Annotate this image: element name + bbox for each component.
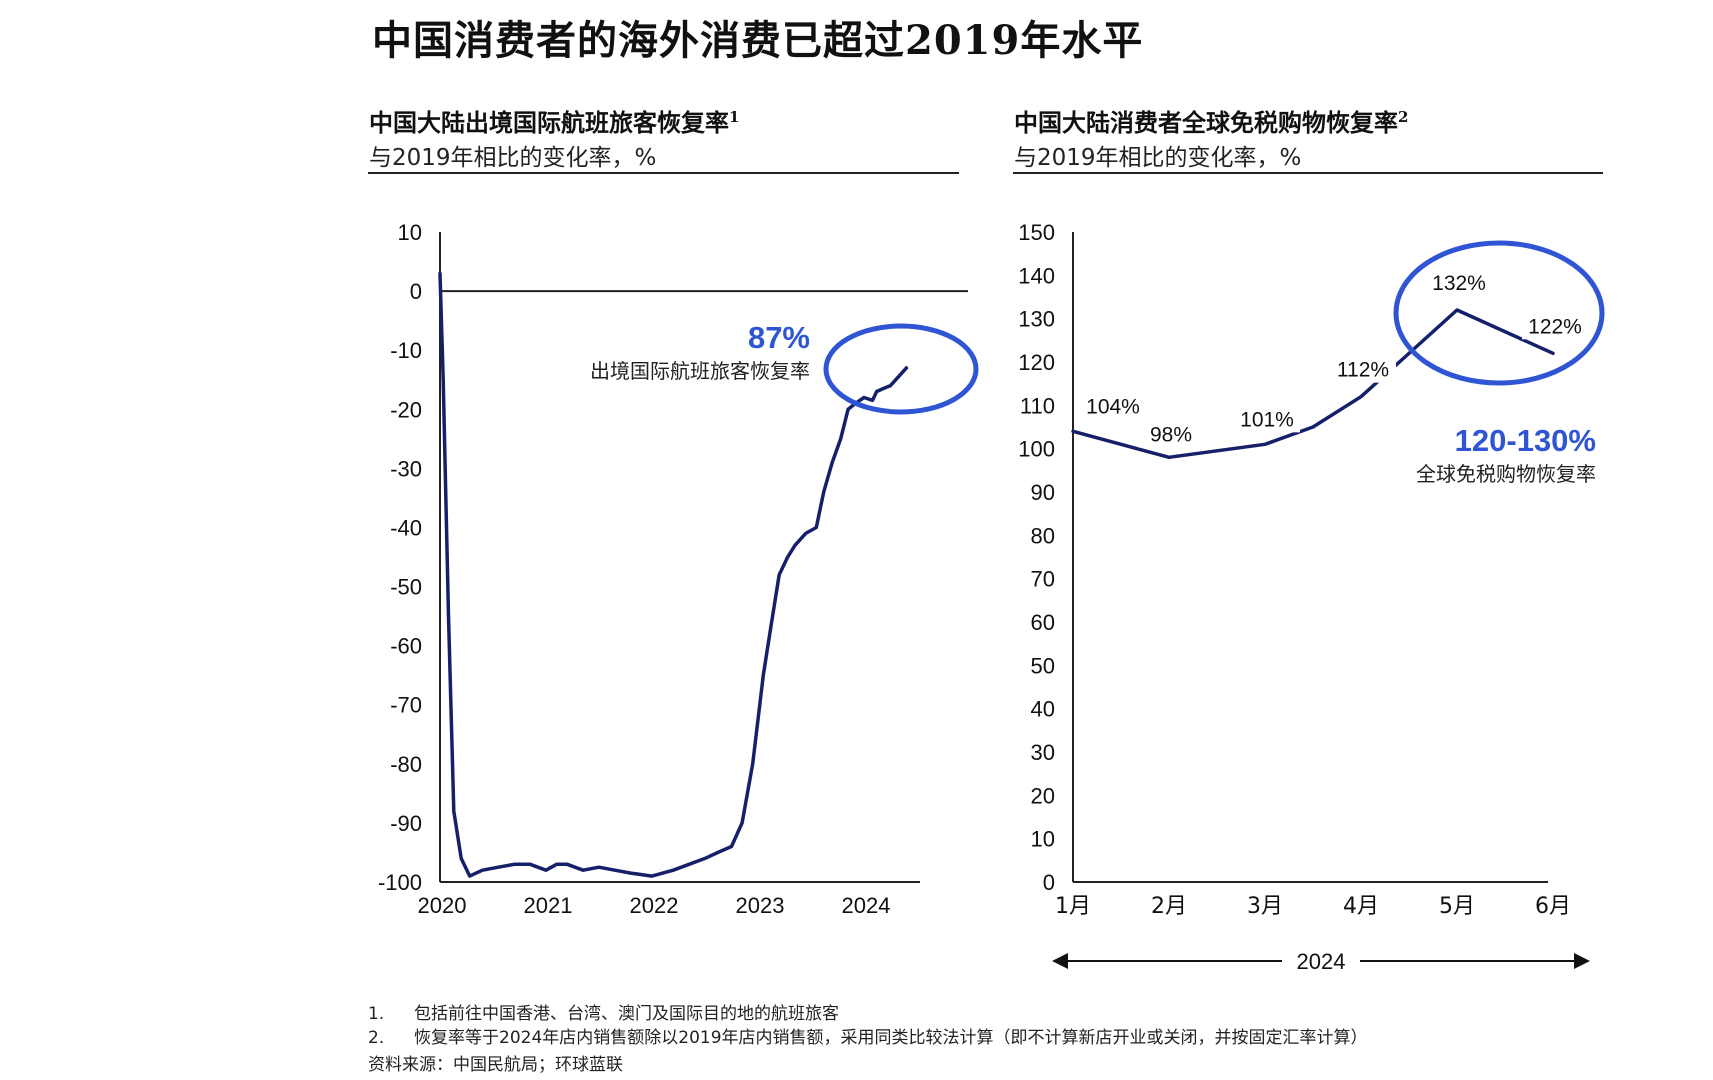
footnote-1: 1. 包括前往中国香港、台湾、澳门及国际目的地的航班旅客 bbox=[368, 999, 839, 1024]
right-y-tick-label: 110 bbox=[1020, 393, 1055, 418]
right-chart-footnote-ref: 2 bbox=[1398, 108, 1409, 126]
right-chart-title-text: 中国大陆消费者全球免税购物恢复率 bbox=[1014, 108, 1398, 137]
left-y-tick-label: -50 bbox=[390, 575, 422, 600]
left-chart-footnote-ref: 1 bbox=[729, 108, 740, 126]
right-annotation-label: 全球免税购物恢复率 bbox=[1416, 462, 1596, 486]
range-arrow-left-head bbox=[1052, 953, 1068, 969]
right-data-label-bg bbox=[1426, 270, 1492, 296]
left-y-tick-label: 0 bbox=[410, 279, 422, 304]
left-y-tick-label: -70 bbox=[390, 693, 422, 718]
right-y-tick-label: 120 bbox=[1018, 350, 1055, 375]
left-title-divider bbox=[368, 172, 959, 174]
right-x-tick-label: 3月 bbox=[1247, 894, 1283, 919]
right-chart-subtitle: 与2019年相比的变化率，% bbox=[1014, 145, 1302, 171]
left-x-tick-label: 2021 bbox=[524, 893, 573, 918]
footnote-2-number: 2. bbox=[368, 1028, 385, 1048]
right-data-label: 98% bbox=[1150, 423, 1192, 446]
range-label-year: 2024 bbox=[1297, 949, 1346, 974]
right-x-tick-label: 5月 bbox=[1439, 894, 1475, 919]
right-x-tick-label: 1月 bbox=[1055, 894, 1091, 919]
right-annotation-value: 120-130% bbox=[1455, 423, 1596, 458]
right-x-tick-label: 2月 bbox=[1151, 894, 1187, 919]
right-y-tick-label: 20 bbox=[1031, 783, 1055, 808]
left-chart-title-text: 中国大陆出境国际航班旅客恢复率 bbox=[369, 108, 729, 137]
right-title-divider bbox=[1013, 172, 1603, 174]
right-series-line bbox=[1071, 308, 1555, 460]
footnote-1-number: 1. bbox=[368, 1004, 385, 1024]
right-y-tick-label: 140 bbox=[1018, 263, 1055, 288]
left-y-tick-label: -100 bbox=[378, 870, 422, 895]
left-y-tick-label: -80 bbox=[390, 752, 422, 777]
right-data-label-bg bbox=[1234, 406, 1300, 433]
left-x-tick-label: 2023 bbox=[736, 893, 785, 918]
right-y-tick-label: 150 bbox=[1018, 220, 1055, 245]
left-annotation-label: 出境国际航班旅客恢复率 bbox=[590, 359, 810, 383]
right-data-label: 122% bbox=[1528, 315, 1582, 338]
left-x-tick-label: 2020 bbox=[418, 893, 467, 918]
left-y-tick-label: -40 bbox=[390, 515, 422, 540]
left-chart-title: 中国大陆出境国际航班旅客恢复率1 bbox=[369, 103, 739, 138]
right-data-label-bg bbox=[1138, 421, 1204, 448]
right-y-tick-label: 130 bbox=[1018, 307, 1055, 332]
left-series-line bbox=[438, 271, 909, 878]
left-x-tick-label: 2024 bbox=[842, 893, 891, 918]
right-y-tick-label: 70 bbox=[1031, 567, 1055, 592]
right-y-tick-label: 80 bbox=[1031, 523, 1055, 548]
right-data-label: 132% bbox=[1432, 272, 1486, 295]
right-data-label-bg bbox=[1330, 356, 1396, 383]
footnote-2-text: 恢复率等于2024年店内销售额除以2019年店内销售额，采用同类比较法计算（即不… bbox=[414, 1028, 1368, 1048]
left-y-tick-label: -30 bbox=[390, 456, 422, 481]
right-highlight-ellipse bbox=[1393, 240, 1605, 386]
left-y-tick-label: -20 bbox=[390, 397, 422, 422]
right-y-tick-label: 60 bbox=[1031, 610, 1055, 635]
right-y-tick-label: 30 bbox=[1031, 740, 1055, 765]
right-data-label-bg bbox=[1080, 393, 1146, 420]
right-data-label: 112% bbox=[1337, 359, 1389, 382]
right-data-label: 104% bbox=[1086, 395, 1140, 418]
right-y-tick-label: 10 bbox=[1031, 827, 1055, 852]
right-chart-title: 中国大陆消费者全球免税购物恢复率2 bbox=[1014, 103, 1408, 138]
footnote-1-text: 包括前往中国香港、台湾、澳门及国际目的地的航班旅客 bbox=[414, 1004, 839, 1024]
right-y-tick-label: 50 bbox=[1031, 653, 1055, 678]
footnote-2: 2. 恢复率等于2024年店内销售额除以2019年店内销售额，采用同类比较法计算（… bbox=[368, 1023, 1368, 1048]
right-y-tick-label: 100 bbox=[1018, 437, 1055, 462]
left-highlight-ellipse bbox=[823, 323, 979, 415]
right-y-tick-label: 0 bbox=[1043, 870, 1055, 895]
left-y-tick-label: -10 bbox=[390, 338, 422, 363]
left-y-tick-label: 10 bbox=[398, 220, 422, 245]
right-data-label: 101% bbox=[1240, 408, 1294, 431]
source-note: 资料来源：中国民航局；环球蓝联 bbox=[368, 1055, 623, 1075]
right-data-label-bg bbox=[1522, 313, 1588, 340]
right-y-tick-label: 90 bbox=[1031, 480, 1055, 505]
left-x-tick-label: 2022 bbox=[630, 893, 679, 918]
left-y-tick-label: -90 bbox=[390, 811, 422, 836]
left-chart-subtitle: 与2019年相比的变化率，% bbox=[369, 145, 657, 171]
right-y-tick-label: 40 bbox=[1031, 697, 1055, 722]
right-x-tick-label: 6月 bbox=[1535, 894, 1571, 919]
range-arrow-right-head bbox=[1574, 953, 1590, 969]
page-title: 中国消费者的海外消费已超过2019年水平 bbox=[372, 17, 1144, 64]
left-y-tick-label: -60 bbox=[390, 634, 422, 659]
left-annotation-value: 87% bbox=[748, 320, 810, 355]
right-x-tick-label: 4月 bbox=[1343, 894, 1379, 919]
